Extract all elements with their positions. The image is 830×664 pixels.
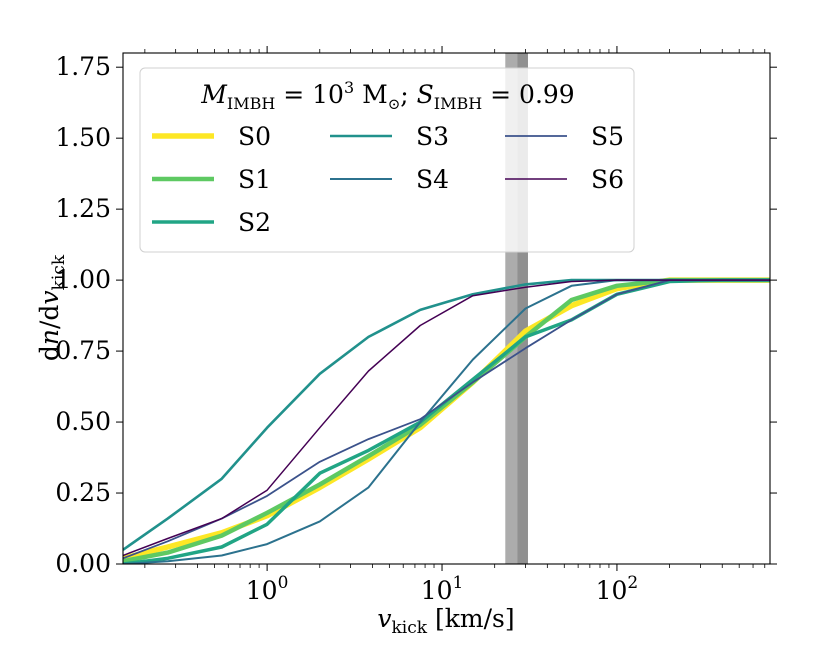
- y-tick-label-6: 1.50: [55, 123, 111, 152]
- y-tick-label-3: 0.75: [55, 336, 111, 365]
- y-tick-label-1: 0.25: [55, 478, 111, 507]
- series-line-s3: [123, 278, 770, 551]
- legend-label-s2: S2: [238, 208, 271, 237]
- y-tick-label-2: 0.50: [55, 407, 111, 436]
- legend-label-s5: S5: [591, 122, 624, 151]
- legend-label-s0: S0: [238, 122, 271, 151]
- series-line-s4: [123, 279, 770, 564]
- series-line-s6: [123, 279, 770, 557]
- series-lines: [123, 277, 770, 564]
- legend-label-s4: S4: [416, 165, 449, 194]
- y-tick-label-4: 1.00: [55, 265, 111, 294]
- legend: MIMBH = 103 M⊙; SIMBH = 0.99 S0S1S2S3S4S…: [139, 67, 635, 253]
- y-axis-title: dn/dvkick: [35, 254, 69, 361]
- series-line-s2: [123, 278, 770, 564]
- legend-label-s1: S1: [238, 165, 271, 194]
- legend-entries: S0 S1 S2 S3 S4 S5 S6: [152, 122, 624, 237]
- plot-frame: [122, 52, 771, 565]
- legend-box: [139, 67, 635, 253]
- y-tick-label-5: 1.25: [55, 194, 111, 223]
- y-tick-label-7: 1.75: [55, 52, 111, 81]
- legend-label-s3: S3: [416, 122, 449, 151]
- x-tick-label-0: 100: [246, 573, 289, 605]
- y-tick-label-0: 0.00: [55, 549, 111, 578]
- x-tick-label-1: 101: [421, 573, 464, 605]
- series-line-s5: [123, 279, 770, 560]
- legend-label-s6: S6: [591, 165, 624, 194]
- y-axis: 0.00 0.25 0.50 0.75 1.00 1.25 1.50 1.75: [55, 52, 777, 578]
- x-axis-title: vkick [km/s]: [377, 604, 514, 638]
- legend-title: MIMBH = 103 M⊙; SIMBH = 0.99: [200, 78, 574, 113]
- x-axis: 100 101 102: [144, 46, 766, 605]
- series-line-s0: [123, 277, 770, 561]
- band-inner: [517, 53, 528, 564]
- x-tick-label-2: 102: [596, 573, 639, 605]
